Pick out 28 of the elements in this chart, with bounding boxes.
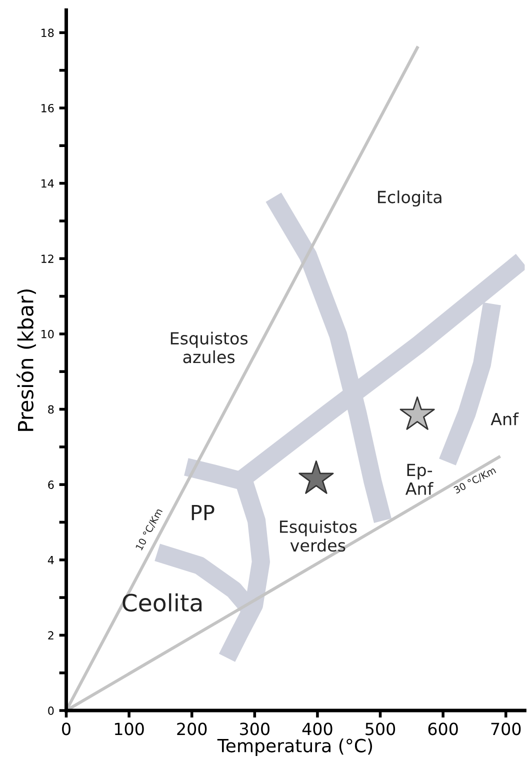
annotation: Eclogita xyxy=(378,190,442,207)
annotation: Esquistos azules xyxy=(170,332,248,364)
y-tick-label: 12 xyxy=(42,254,54,263)
y-axis-title: Presión (kbar) xyxy=(16,289,36,431)
y-tick-label: 16 xyxy=(42,104,54,112)
y-tick-label: 2 xyxy=(48,631,54,640)
x-tick-label: 600 xyxy=(428,722,458,736)
x-tick-label: 500 xyxy=(366,722,396,736)
x-tick-label: 700 xyxy=(491,722,521,736)
annotation: 30 °C/Km xyxy=(453,466,497,494)
x-tick-label: 100 xyxy=(114,722,144,736)
x-tick-label: 0 xyxy=(62,722,70,736)
annotation: Ceolita xyxy=(122,593,202,612)
y-tick-label: 4 xyxy=(48,556,54,564)
y-tick-label: 18 xyxy=(42,28,54,38)
y-tick-label: 10 xyxy=(42,330,54,338)
x-tick-label: 400 xyxy=(302,722,332,736)
x-tick-label: 300 xyxy=(240,722,270,736)
annotation: Ep- Anf xyxy=(405,464,434,495)
annotation: Esquistos verdes xyxy=(280,520,357,552)
y-tick-label: 0 xyxy=(48,706,54,715)
x-axis-title: Temperatura (°C) xyxy=(217,738,372,756)
y-tick-label: 14 xyxy=(42,179,54,188)
annotation: Anf xyxy=(490,412,519,426)
x-tick-label: 200 xyxy=(177,722,207,736)
y-tick-label: 6 xyxy=(48,480,54,489)
annotation: PP xyxy=(192,504,214,520)
y-tick-label: 8 xyxy=(48,405,54,414)
